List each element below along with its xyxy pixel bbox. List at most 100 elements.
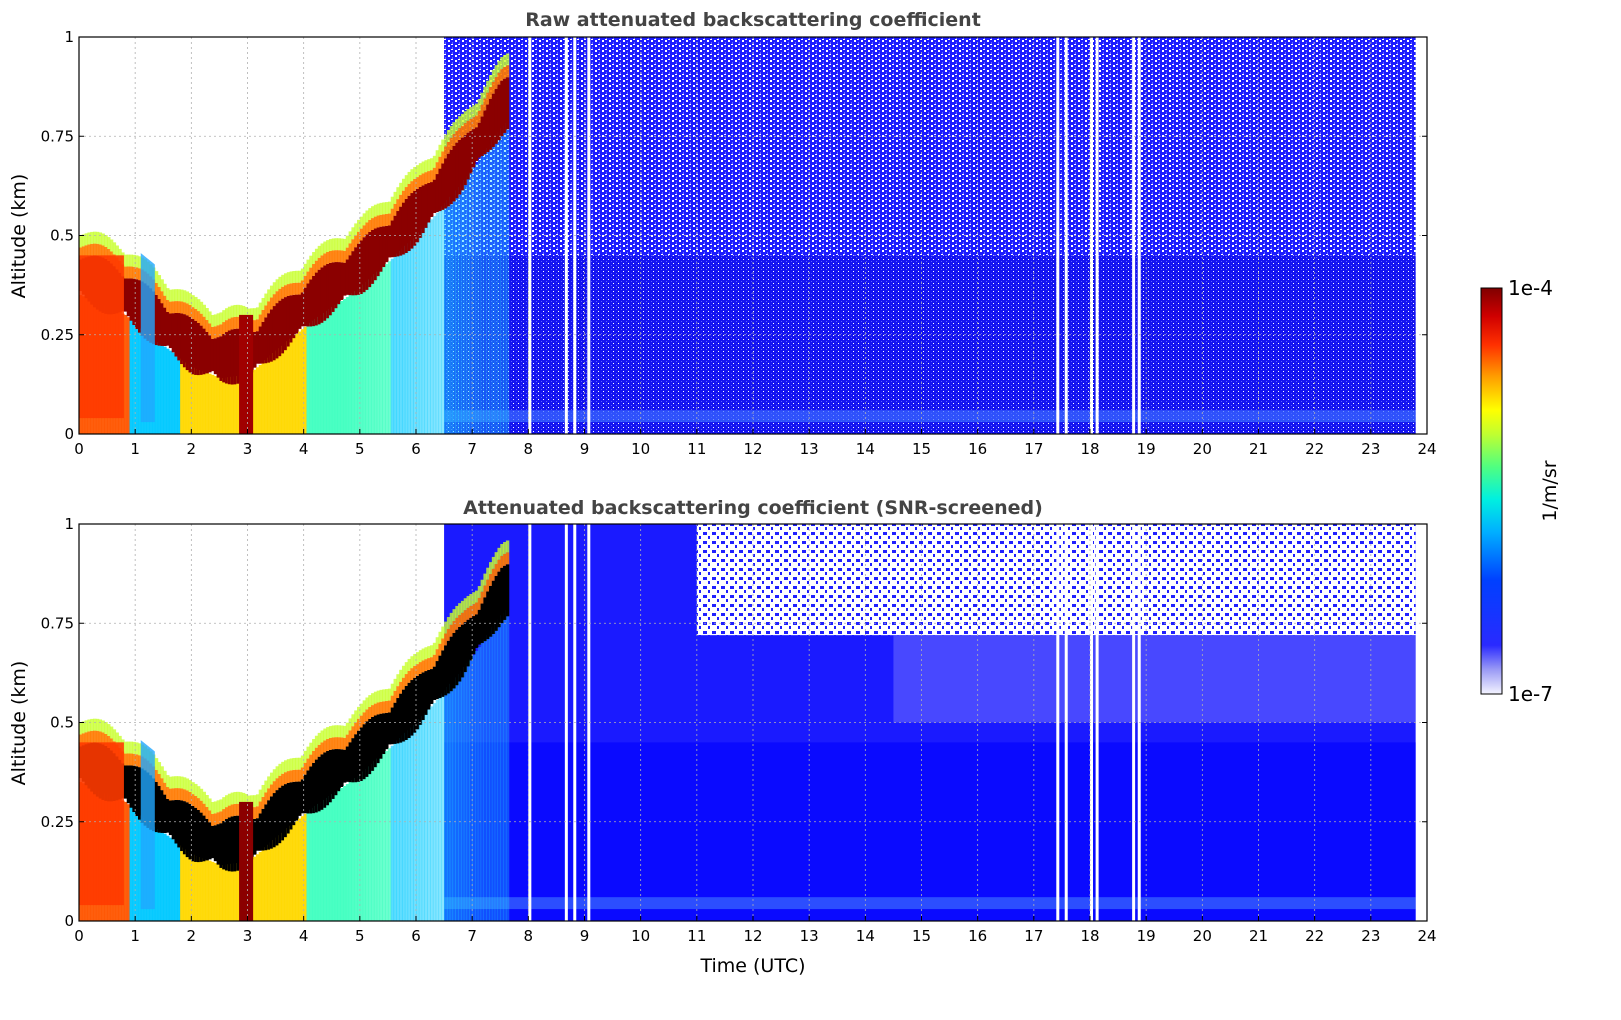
aerosol-edge (477, 586, 482, 598)
x-tick-label: 21 (1249, 927, 1268, 945)
aerosol-layer-column (180, 800, 184, 852)
aerosol-edge (303, 750, 308, 763)
aerosol-layer-column (466, 132, 470, 180)
aerosol-layer-column (227, 330, 232, 385)
x-tick-label: 2 (187, 440, 197, 458)
top-x-ticks: 0 1 2 3 4 5 6 7 8 9 10 11 12 13 14 15 16 17 18 19 20 21 22 23 24 (74, 429, 1437, 458)
aerosol-shoulder (362, 225, 367, 238)
data-gap (1090, 37, 1093, 434)
aerosol-layer-column (401, 689, 406, 742)
aerosol-edge (421, 161, 426, 174)
aerosol-edge (275, 766, 279, 779)
mixed-layer-column (345, 784, 350, 921)
aerosol-shoulder (298, 282, 302, 295)
aerosol-edge (410, 169, 414, 182)
aerosol-edge (497, 60, 501, 73)
surface-red-spike (239, 801, 254, 921)
aerosol-edge (284, 273, 288, 286)
mixed-layer-column (449, 683, 454, 921)
aerosol-shoulder (357, 231, 361, 244)
aerosol-edge (477, 99, 482, 111)
aerosol-layer-column (359, 727, 364, 782)
mixed-layer-column (418, 719, 423, 921)
aerosol-layer-column (460, 137, 465, 191)
mixed-layer-column (427, 222, 431, 434)
aerosol-edge (255, 307, 260, 320)
mixed-layer-column (441, 693, 445, 921)
mixed-layer-column (373, 761, 378, 921)
aerosol-shoulder (306, 758, 310, 771)
aerosol-shoulder (163, 295, 167, 308)
x-tick-label: 20 (1193, 927, 1212, 945)
aerosol-edge (286, 272, 291, 285)
aerosol-edge (84, 720, 89, 733)
mixed-layer-column (213, 376, 218, 434)
aerosol-layer-column (255, 331, 260, 364)
aerosol-edge (225, 308, 229, 321)
aerosol-edge (458, 116, 462, 129)
aerosol-edge (348, 718, 353, 731)
aerosol-edge (379, 202, 383, 215)
aerosol-edge (157, 275, 162, 287)
x-tick-label: 20 (1193, 440, 1212, 458)
mixed-layer-column (163, 346, 167, 434)
aerosol-edge (163, 283, 167, 296)
aerosol-edge (160, 766, 164, 779)
aerosol-layer-column (342, 749, 347, 783)
aerosol-edge (126, 254, 131, 267)
mixed-layer-column (328, 795, 333, 921)
aerosol-shoulder (272, 294, 277, 307)
mixed-layer-column (323, 312, 327, 434)
aerosol-edge (168, 289, 173, 302)
mixed-layer-column (227, 377, 232, 434)
aerosol-edge (269, 285, 274, 298)
aerosol-shoulder (323, 253, 327, 266)
aerosol-edge (432, 155, 437, 168)
data-gap (1056, 524, 1060, 921)
aerosol-layer-column (348, 255, 353, 296)
aerosol-edge (348, 231, 353, 244)
aerosol-edge (236, 791, 240, 804)
aerosol-edge (441, 626, 445, 639)
aerosol-edge (168, 776, 173, 789)
aerosol-shoulder (230, 804, 235, 817)
mixed-layer-column (458, 187, 462, 434)
aerosol-shoulder (225, 320, 229, 333)
aerosol-shoulder (126, 266, 131, 279)
aerosol-edge (202, 304, 206, 317)
aerosol-layer-column (314, 759, 319, 813)
no-data-region (1415, 37, 1427, 434)
aerosol-edge (233, 791, 237, 804)
aerosol-edge (309, 255, 313, 268)
aerosol-edge (281, 761, 285, 774)
mixed-layer-column (452, 193, 456, 434)
aerosol-shoulder (264, 305, 268, 318)
aerosol-layer-column (191, 318, 195, 375)
aerosol-layer-column (390, 220, 395, 258)
aerosol-layer-column (446, 153, 451, 207)
mixed-layer-column (132, 808, 136, 921)
aerosol-layer-column (166, 798, 170, 833)
aerosol-shoulder (87, 244, 91, 257)
aerosol-layer-column (208, 335, 212, 373)
aerosol-edge (247, 308, 251, 321)
data-gap (564, 524, 568, 921)
aerosol-edge (98, 719, 103, 732)
aerosol-edge (123, 254, 128, 267)
aerosol-edge (466, 108, 470, 121)
mixed-layer-column (334, 304, 338, 434)
mixed-layer-column (379, 756, 383, 921)
aerosol-shoulder (480, 591, 484, 604)
mixed-layer-column (194, 367, 198, 434)
aerosol-layer-column (486, 104, 490, 153)
mixed-layer-column (284, 830, 288, 921)
mixed-layer-column (410, 240, 414, 434)
aerosol-edge (407, 658, 411, 671)
aerosol-edge (90, 718, 94, 731)
aerosol-layer-column (267, 313, 271, 363)
mixed-layer-column (337, 789, 341, 921)
aerosol-edge (424, 160, 428, 173)
aerosol-layer-column (281, 785, 285, 841)
aerosol-edge (455, 605, 459, 618)
x-tick-label: 16 (968, 440, 987, 458)
